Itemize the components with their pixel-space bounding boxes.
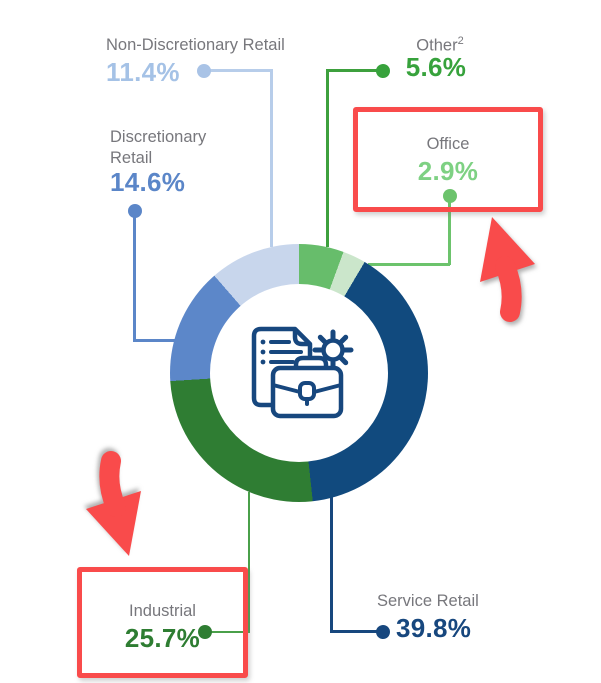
leader-line-non-discretionary-retail [270,69,273,247]
highlight-box-office: Office 2.9% [353,107,543,212]
leader-dot-discretionary-retail [128,204,142,218]
donut-ring [170,244,428,502]
leader-line-other [327,69,383,72]
annotation-arrow-office [480,217,535,322]
label-service-retail: Service Retail [377,592,479,610]
leader-line-non-discretionary-retail [204,69,273,72]
leader-dot-non-discretionary-retail [197,64,211,78]
leader-dot-service-retail [376,625,390,639]
briefcase-document-gear-icon [251,326,354,419]
label-other: Other2 [402,31,478,56]
highlight-box-industrial: Industrial 25.7% [77,567,248,678]
leader-line-other [326,69,329,247]
leader-dot-other [376,64,390,78]
leader-dot-industrial [198,625,212,639]
value-industrial: 25.7% [124,623,201,653]
leader-line-office [448,196,451,265]
value-discretionary-retail: 14.6% [110,167,186,197]
value-other: 5.6% [405,52,467,82]
label-other-superscript: 2 [457,35,464,47]
value-office: 2.9% [417,156,479,186]
leader-line-service-retail [330,630,383,633]
leader-line-discretionary-retail [133,339,176,342]
label-non-discretionary-retail: Non-Discretionary Retail [106,36,285,54]
leader-line-discretionary-retail [133,211,136,342]
leader-line-service-retail [330,497,333,633]
leader-line-industrial [248,492,250,633]
value-service-retail: 39.8% [396,613,472,643]
label-discretionary-retail: Discretionary Retail [110,128,207,167]
annotation-arrow-industrial [86,451,141,556]
value-non-discretionary-retail: 11.4% [106,57,180,87]
leader-line-industrial [205,631,250,633]
label-other-text: Other [416,36,458,55]
leader-dot-office [443,189,457,203]
label-office: Office [426,135,470,153]
leader-line-office [368,263,450,266]
label-industrial: Industrial [129,602,196,620]
